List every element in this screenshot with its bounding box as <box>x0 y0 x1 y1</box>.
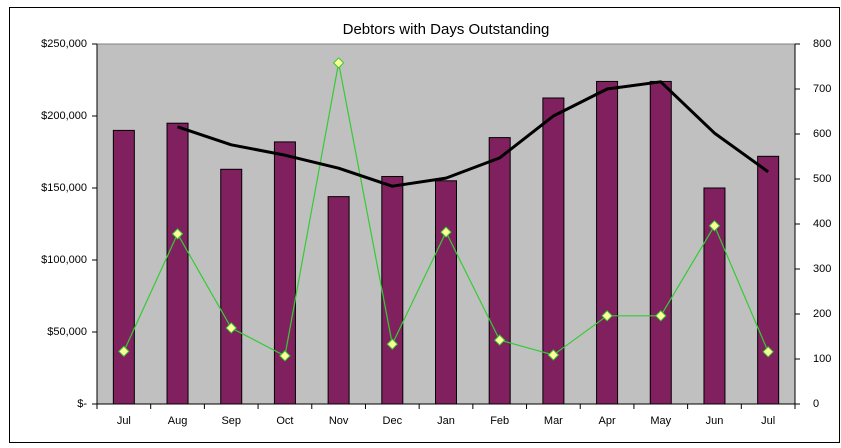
line-marker <box>225 322 237 334</box>
line-marker <box>547 349 560 361</box>
bar <box>649 80 672 405</box>
bar <box>381 175 404 405</box>
y-tick-label: $- <box>77 398 87 410</box>
line-marker <box>601 310 613 322</box>
line-marker <box>493 334 506 346</box>
bar <box>166 122 189 405</box>
y2-tick-label: 100 <box>813 353 831 365</box>
chart-title: Debtors with Days Outstanding <box>343 21 550 38</box>
line-marker <box>118 345 130 358</box>
x-tick-label: Jul <box>117 415 131 427</box>
y2-tick-label: 300 <box>813 263 831 275</box>
y2-tick-label: 200 <box>813 308 831 320</box>
y2-tick-label: 600 <box>813 128 831 140</box>
y2-tick-label: 800 <box>813 38 831 50</box>
y2-tick-label: 500 <box>813 173 831 185</box>
bar <box>488 137 511 405</box>
y-tick-label: $100,000 <box>41 254 87 266</box>
line-marker <box>708 220 721 232</box>
bar <box>542 97 565 405</box>
line-marker <box>762 346 774 358</box>
x-tick-label: Apr <box>599 415 616 427</box>
x-tick-label: May <box>650 415 671 427</box>
bar <box>757 155 780 405</box>
bar <box>273 141 296 405</box>
y2-tick-label: 700 <box>813 83 831 95</box>
line <box>177 80 770 188</box>
y-tick-label: $200,000 <box>41 110 87 122</box>
line-marker <box>171 228 184 240</box>
bar <box>220 168 243 405</box>
bar <box>596 80 619 405</box>
x-tick-label: Jan <box>437 415 455 427</box>
line-marker <box>655 310 667 322</box>
line-marker <box>440 226 452 238</box>
bar <box>703 187 726 405</box>
y-tick-label: $250,000 <box>41 38 87 50</box>
line-marker <box>279 350 291 362</box>
y-tick-label: $50,000 <box>47 326 87 338</box>
x-tick-label: Oct <box>276 415 293 427</box>
y2-tick-label: 0 <box>813 398 819 410</box>
bar <box>435 180 457 405</box>
bar <box>327 196 350 405</box>
x-tick-label: Nov <box>329 415 349 427</box>
y2-tick-label: 400 <box>813 218 831 230</box>
x-tick-label: Mar <box>544 415 563 427</box>
line-marker <box>332 57 345 69</box>
bar <box>112 129 135 405</box>
x-tick-label: Jun <box>706 415 724 427</box>
y-tick-label: $150,000 <box>41 182 87 194</box>
x-tick-label: Dec <box>383 415 403 427</box>
x-tick-label: Sep <box>221 415 241 427</box>
x-tick-label: Feb <box>490 415 509 427</box>
x-tick-label: Jul <box>761 415 775 427</box>
line-marker <box>386 338 399 350</box>
x-tick-label: Aug <box>168 415 188 427</box>
